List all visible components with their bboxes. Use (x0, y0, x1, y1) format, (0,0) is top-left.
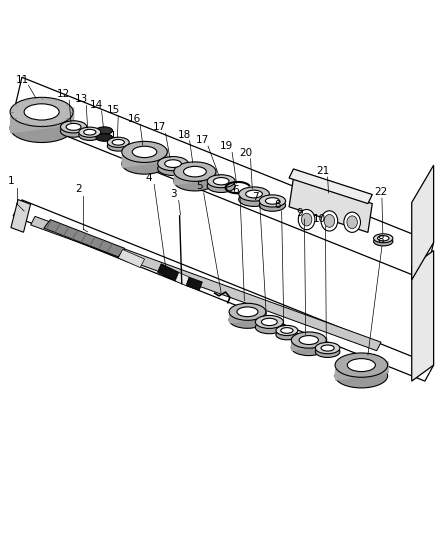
Ellipse shape (315, 346, 340, 358)
Ellipse shape (79, 131, 101, 140)
Ellipse shape (10, 114, 73, 142)
Ellipse shape (132, 146, 157, 158)
Text: 22: 22 (374, 187, 388, 197)
Polygon shape (44, 220, 125, 257)
Ellipse shape (291, 332, 326, 348)
Ellipse shape (335, 364, 388, 388)
Text: 14: 14 (90, 100, 103, 110)
Ellipse shape (84, 130, 96, 135)
Ellipse shape (158, 157, 188, 171)
Polygon shape (175, 272, 189, 286)
Ellipse shape (281, 328, 293, 333)
Ellipse shape (229, 303, 266, 320)
Text: 18: 18 (177, 130, 191, 140)
Polygon shape (158, 264, 179, 281)
Ellipse shape (255, 316, 283, 328)
Ellipse shape (158, 161, 188, 175)
Ellipse shape (239, 192, 269, 206)
Text: 21: 21 (317, 166, 330, 176)
Ellipse shape (60, 121, 87, 133)
Ellipse shape (347, 216, 357, 229)
Text: 3: 3 (170, 189, 177, 199)
Ellipse shape (207, 180, 235, 192)
Ellipse shape (321, 345, 334, 351)
Ellipse shape (347, 359, 375, 372)
Ellipse shape (213, 177, 229, 185)
Text: 4: 4 (145, 173, 152, 183)
Ellipse shape (229, 311, 266, 328)
Polygon shape (118, 249, 145, 268)
Ellipse shape (10, 98, 73, 126)
Text: 15: 15 (106, 105, 120, 115)
Ellipse shape (265, 198, 279, 204)
Text: 7: 7 (252, 192, 259, 202)
Text: 20: 20 (240, 148, 253, 158)
Text: 11: 11 (16, 75, 29, 85)
Ellipse shape (24, 104, 59, 120)
Ellipse shape (112, 140, 124, 145)
Text: 5: 5 (196, 181, 203, 191)
Bar (11, 199, 31, 232)
Ellipse shape (276, 329, 298, 340)
Text: 8: 8 (274, 200, 281, 210)
Ellipse shape (107, 138, 129, 147)
Text: 9: 9 (297, 208, 304, 218)
Ellipse shape (239, 187, 269, 201)
Ellipse shape (261, 318, 277, 326)
Text: 6: 6 (232, 185, 239, 195)
Ellipse shape (122, 153, 167, 174)
Ellipse shape (174, 172, 216, 191)
Text: 12: 12 (57, 89, 70, 99)
Ellipse shape (60, 125, 87, 137)
Ellipse shape (255, 321, 283, 334)
Text: 17: 17 (153, 122, 166, 132)
Ellipse shape (301, 213, 312, 226)
Ellipse shape (298, 209, 315, 230)
Ellipse shape (165, 160, 181, 167)
Ellipse shape (79, 127, 101, 137)
Ellipse shape (259, 195, 286, 207)
Polygon shape (289, 169, 372, 204)
Text: 1: 1 (7, 176, 14, 186)
Text: 2: 2 (75, 184, 82, 194)
Ellipse shape (374, 234, 393, 243)
Ellipse shape (96, 134, 113, 141)
Polygon shape (289, 178, 372, 232)
Ellipse shape (174, 162, 216, 181)
Text: 16: 16 (128, 114, 141, 124)
Ellipse shape (324, 214, 335, 227)
Ellipse shape (321, 211, 338, 231)
Polygon shape (186, 277, 202, 290)
Ellipse shape (276, 325, 298, 336)
Ellipse shape (344, 212, 360, 232)
Text: 13: 13 (74, 94, 88, 104)
Ellipse shape (291, 340, 326, 356)
Ellipse shape (96, 127, 113, 134)
Ellipse shape (378, 236, 389, 241)
Ellipse shape (122, 141, 167, 163)
Ellipse shape (184, 166, 206, 177)
Ellipse shape (207, 175, 235, 188)
Ellipse shape (107, 141, 129, 151)
Ellipse shape (66, 124, 81, 130)
Ellipse shape (246, 190, 262, 198)
Polygon shape (412, 165, 434, 280)
Text: 19: 19 (220, 141, 233, 151)
Polygon shape (412, 251, 434, 381)
Text: 8: 8 (378, 235, 385, 245)
Text: 10: 10 (313, 214, 326, 224)
Ellipse shape (315, 342, 340, 354)
Ellipse shape (335, 353, 388, 377)
Text: 17: 17 (196, 135, 209, 145)
Ellipse shape (299, 336, 318, 344)
Ellipse shape (259, 199, 286, 211)
Ellipse shape (374, 237, 393, 246)
Ellipse shape (237, 307, 258, 317)
Polygon shape (31, 216, 381, 351)
